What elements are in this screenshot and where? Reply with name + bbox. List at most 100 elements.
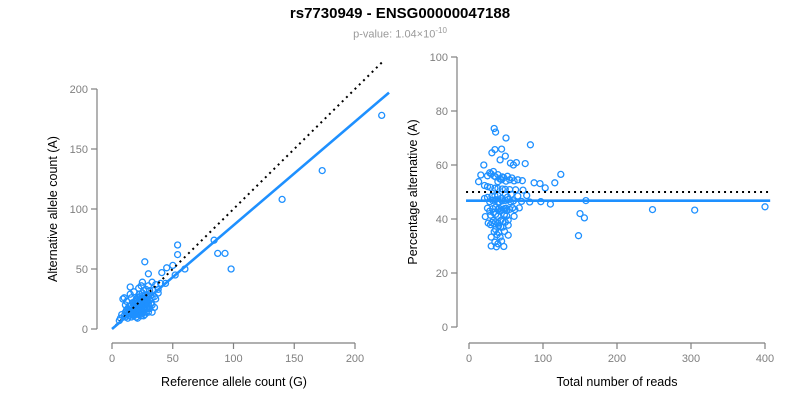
scatter-point (500, 227, 509, 236)
scatter-point (502, 134, 510, 142)
x-tick-label: 0 (466, 353, 472, 365)
scatter-point (132, 313, 140, 321)
scatter-point (171, 271, 179, 279)
scatter-point (496, 156, 504, 164)
x-tick-label: 100 (534, 353, 552, 365)
scatter-point (514, 192, 522, 200)
scatter-point (486, 183, 495, 192)
pvalue-text: p-value: 1.04×10 (353, 28, 436, 41)
scatter-point (148, 308, 156, 316)
scatter-point (491, 184, 499, 192)
y-tick-label: 100 (430, 52, 448, 64)
scatter-point (487, 242, 495, 250)
scatter-point (521, 159, 529, 168)
scatter-point (526, 198, 534, 206)
scatter-point (546, 200, 555, 208)
scatter-point (214, 249, 222, 258)
y-tick-label: 20 (436, 268, 448, 280)
scatter-point (318, 166, 326, 175)
scatter-point (278, 195, 286, 204)
pct-vs-total-scatter: 0 20 40 60 80 100 0 100 200 300 400 Total number of… (406, 52, 774, 389)
scatter-point (503, 212, 511, 220)
scatter-point (574, 232, 583, 240)
scatter-point (173, 241, 182, 249)
scatter-point (477, 171, 485, 179)
ref-vs-alt-scatter: 0 50 100 150 200 0 50 100 150 200 Reference allele… (46, 59, 390, 389)
y-tick-label: 80 (436, 106, 448, 118)
scatter-point (576, 209, 584, 218)
scatter-point (519, 186, 527, 194)
scatter-point (141, 310, 149, 319)
x-axis-title: Total number of reads (557, 375, 678, 389)
figure-title: rs7730949 - ENSG00000047188 (289, 5, 511, 22)
scatter-point (133, 314, 142, 322)
scatter-point (509, 161, 518, 169)
scatter-point (506, 176, 514, 184)
x-tick-label: 50 (167, 353, 179, 365)
scatter-point (161, 279, 170, 288)
scatter-point (526, 141, 535, 149)
x-tick-label: 200 (346, 353, 364, 365)
identity-line (114, 59, 385, 327)
scatter-point (515, 204, 523, 212)
scatter-point (483, 182, 492, 191)
x-tick-label: 300 (682, 353, 700, 365)
scatter-point (510, 212, 518, 220)
scatter-point (488, 149, 496, 157)
x-tick-label: 200 (608, 353, 626, 365)
scatter-point (173, 250, 182, 259)
scatter-point (138, 278, 147, 286)
scatter-point (503, 206, 511, 215)
scatter-point (536, 179, 544, 188)
scatter-point (227, 265, 235, 273)
y-tick-label: 0 (82, 324, 88, 336)
scatter-point (518, 177, 526, 185)
x-tick-label: 0 (109, 353, 115, 365)
pvalue-exponent: -10 (435, 26, 447, 35)
scatter-point (500, 242, 508, 251)
scatter-point (152, 295, 160, 303)
scatter-point (530, 179, 538, 187)
scatter-point (163, 264, 171, 272)
regression-line (111, 91, 390, 330)
x-tick-label: 150 (285, 353, 303, 365)
scatter-point (126, 283, 134, 291)
scatter-point (497, 176, 506, 184)
scatter-points (474, 124, 769, 251)
y-tick-label: 150 (70, 144, 88, 156)
scatter-point (761, 203, 769, 211)
scatter-point (494, 178, 502, 186)
y-tick-label: 100 (70, 204, 88, 216)
y-axis-title: Alternative allele count (A) (46, 136, 60, 282)
scatter-point (551, 179, 559, 187)
scatter-point (648, 205, 657, 214)
scatter-point (504, 231, 512, 239)
scatter-point (486, 221, 495, 229)
y-tick-label: 200 (70, 84, 88, 96)
x-tick-label: 100 (224, 353, 242, 365)
scatter-point (158, 268, 166, 277)
y-tick-label: 0 (442, 322, 448, 334)
x-axis-title: Reference allele count (G) (161, 375, 307, 389)
scatter-point (492, 243, 501, 251)
scatter-point (514, 176, 522, 184)
y-tick-label: 50 (76, 264, 88, 276)
scatter-point (221, 249, 229, 258)
y-tick-label: 60 (436, 160, 448, 172)
scatter-point (523, 191, 531, 200)
scatter-point (580, 214, 589, 222)
scatter-point (483, 172, 492, 180)
scatter-point (144, 270, 153, 278)
scatter-point (169, 261, 177, 270)
scatter-point (557, 170, 565, 179)
y-tick-label: 40 (436, 214, 448, 226)
scatter-point (490, 172, 498, 180)
scatter-point (487, 233, 495, 241)
scatter-point (486, 207, 494, 215)
scatter-point (501, 152, 509, 160)
scatter-point (490, 124, 498, 133)
scatter-point (378, 111, 386, 120)
x-tick-label: 400 (756, 353, 774, 365)
scatter-point (502, 177, 510, 185)
